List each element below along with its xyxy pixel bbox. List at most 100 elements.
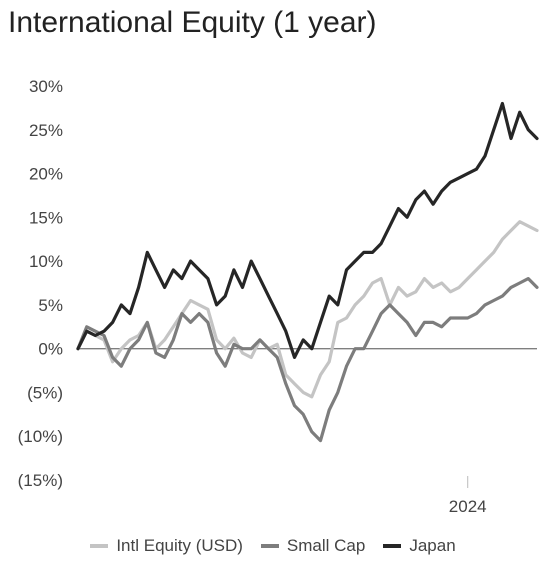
data-point: [484, 260, 486, 262]
data-point: [415, 334, 417, 337]
data-point: [406, 321, 408, 323]
data-point: [449, 181, 451, 183]
data-point: [77, 348, 79, 350]
data-point: [276, 343, 278, 345]
data-point: [259, 278, 261, 280]
data-point: [501, 102, 503, 105]
y-tick-label: 15%: [29, 208, 63, 227]
data-point: [241, 286, 244, 288]
data-point: [519, 282, 521, 284]
data-point: [172, 269, 174, 271]
data-point: [293, 383, 296, 385]
legend-item: Japan: [383, 536, 456, 556]
data-point: [371, 282, 374, 284]
series-line: [76, 101, 539, 359]
data-point: [181, 313, 183, 315]
data-point: [527, 225, 529, 227]
y-axis: 30% 25% 20% 15% 10% 5% 0% (5%) (10%) (15%): [18, 77, 537, 490]
data-point: [120, 348, 122, 350]
data-point: [519, 111, 521, 113]
data-point: [216, 304, 218, 306]
data-point: [328, 295, 330, 297]
data-point: [389, 225, 391, 227]
data-point: [112, 321, 114, 323]
data-point: [129, 348, 131, 350]
data-point: [241, 352, 244, 354]
series-line: [76, 220, 539, 399]
data-point: [380, 278, 382, 280]
data-point: [311, 396, 313, 398]
data-point: [319, 374, 322, 376]
data-point: [423, 278, 425, 280]
data-point: [397, 286, 399, 288]
data-point: [138, 286, 140, 288]
data-point: [458, 317, 460, 319]
data-point: [233, 343, 235, 345]
data-point: [475, 313, 477, 315]
legend-label: Japan: [409, 536, 456, 555]
data-point: [493, 129, 495, 131]
data-point: [146, 321, 148, 323]
data-point: [484, 155, 486, 157]
x-tick-label: 2024: [449, 497, 487, 516]
data-point: [112, 356, 114, 358]
data-point: [86, 330, 88, 332]
series-line: [76, 277, 539, 443]
data-point: [276, 356, 278, 358]
y-tick-label: 30%: [29, 77, 63, 96]
data-point: [441, 326, 443, 328]
data-point: [363, 251, 365, 253]
data-point: [527, 129, 529, 131]
data-point: [319, 321, 322, 323]
data-point: [233, 337, 235, 339]
data-point: [250, 260, 252, 262]
data-point: [475, 168, 477, 170]
data-point: [493, 251, 495, 253]
data-point: [328, 409, 330, 411]
data-point: [224, 295, 226, 297]
data-point: [164, 339, 166, 341]
data-point: [449, 291, 451, 293]
line-chart: 30% 25% 20% 15% 10% 5% 0% (5%) (10%) (15%) 2024: [18, 77, 539, 516]
data-point: [259, 339, 261, 341]
data-point: [241, 348, 244, 350]
data-point: [233, 269, 235, 271]
data-point: [276, 313, 278, 315]
data-point: [371, 330, 374, 332]
series-layer: [76, 101, 539, 443]
data-point: [172, 339, 174, 341]
data-point: [432, 203, 434, 205]
data-point: [345, 269, 348, 271]
data-point: [216, 339, 218, 341]
data-point: [250, 356, 252, 358]
data-point: [302, 391, 304, 393]
data-point: [94, 330, 96, 332]
y-tick-label: 10%: [29, 252, 63, 271]
data-point: [467, 278, 469, 280]
data-point: [449, 317, 451, 319]
y-tick-label: 0%: [38, 340, 63, 359]
data-point: [406, 295, 408, 297]
data-point: [164, 356, 166, 358]
data-point: [155, 352, 157, 354]
data-point: [354, 304, 356, 306]
data-point: [536, 286, 538, 288]
data-point: [207, 321, 209, 323]
data-point: [423, 190, 425, 192]
data-point: [129, 313, 131, 315]
data-point: [267, 295, 270, 297]
data-point: [302, 339, 304, 341]
data-point: [302, 413, 304, 415]
data-point: [536, 229, 538, 232]
data-point: [432, 286, 434, 288]
data-point: [94, 334, 96, 337]
data-point: [458, 286, 460, 288]
data-point: [345, 365, 348, 367]
data-point: [345, 317, 348, 319]
data-point: [198, 313, 200, 315]
data-point: [285, 374, 287, 376]
series-japan: [76, 101, 539, 359]
data-point: [285, 330, 287, 332]
data-point: [380, 243, 382, 245]
y-tick-label: 20%: [29, 165, 63, 184]
